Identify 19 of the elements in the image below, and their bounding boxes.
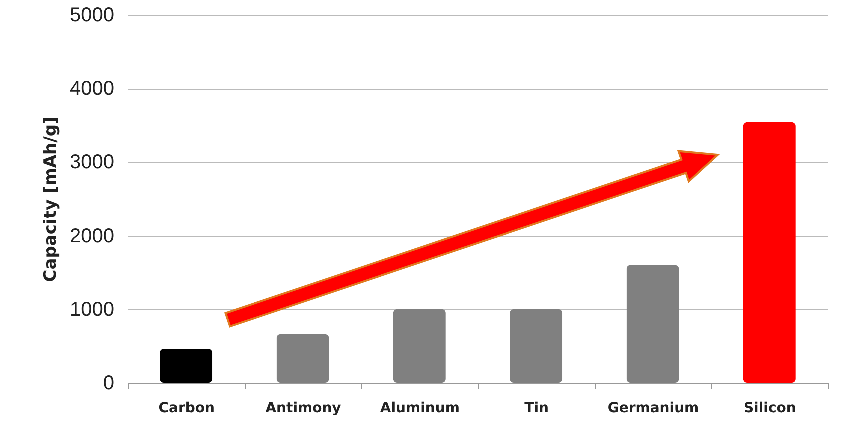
y-tick-label: 0 [103, 372, 114, 394]
y-tick-label: 4000 [70, 78, 114, 100]
y-tick-label: 2000 [70, 225, 114, 248]
y-tick-label: 1000 [70, 298, 114, 321]
bar [510, 309, 563, 383]
bar [160, 349, 213, 383]
bar [626, 265, 680, 383]
x-tick-label: Tin [524, 400, 549, 416]
x-tick-label: Germanium [608, 400, 700, 416]
x-tick-label: Carbon [158, 400, 215, 416]
x-tick-label: Aluminum [380, 400, 460, 416]
bar [393, 309, 446, 383]
y-tick-label: 3000 [70, 152, 114, 174]
y-axis-title: Capacity [mAh/g] [41, 116, 62, 282]
bar [276, 334, 330, 383]
x-tick-label: Antimony [266, 400, 342, 416]
x-tick-label: Silicon [744, 400, 796, 416]
bar [743, 122, 796, 383]
y-tick-label: 5000 [70, 4, 114, 26]
